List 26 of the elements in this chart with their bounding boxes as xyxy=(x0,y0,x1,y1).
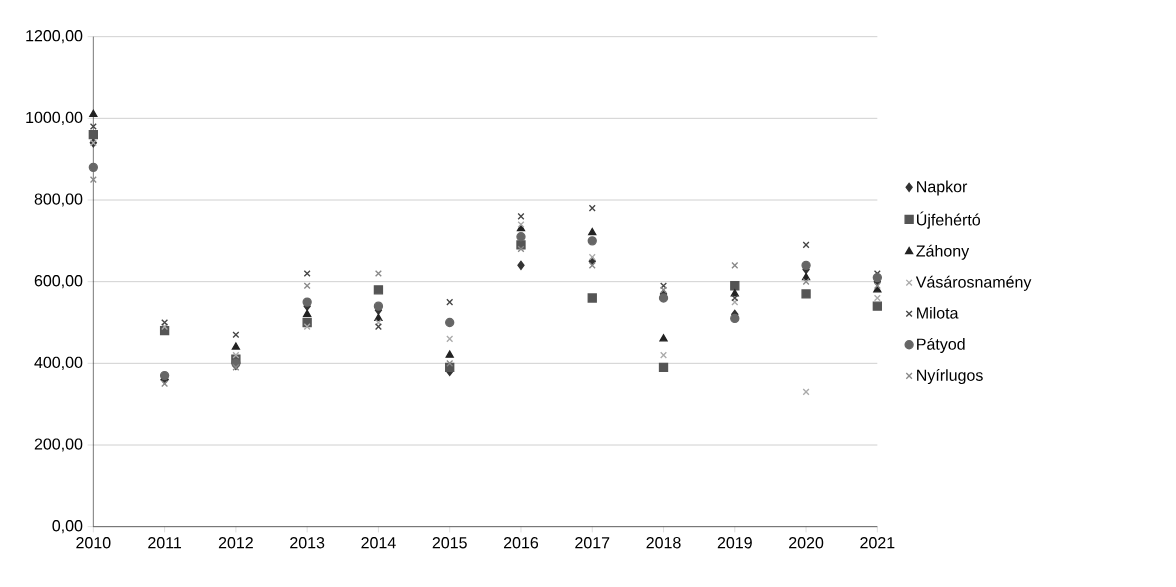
y-tick-label: 1000,00 xyxy=(26,111,83,126)
y-tick-label: 600,00 xyxy=(34,275,83,289)
x-tick-label: 2011 xyxy=(148,537,182,549)
y-tick-label: 0,00 xyxy=(52,520,83,534)
x-tick-label: 2012 xyxy=(218,537,253,549)
legend-label: Nyírlugos xyxy=(917,369,983,385)
legend-label: Napkor xyxy=(917,180,968,196)
y-tick-label: 200,00 xyxy=(34,438,83,452)
x-tick-label: 2010 xyxy=(76,537,111,549)
legend-label: Vásárosnamény xyxy=(915,275,1032,292)
legend-label: Újfehértó xyxy=(917,211,981,229)
legend-label: Záhony xyxy=(916,244,970,260)
x-tick-label: 2019 xyxy=(717,537,752,549)
x-tick-label: 2017 xyxy=(575,537,610,549)
legend-label: Milota xyxy=(917,307,959,319)
x-tick-label: 2020 xyxy=(789,537,824,549)
x-tick-label: 2018 xyxy=(646,537,681,549)
x-tick-label: 2014 xyxy=(361,537,396,549)
x-tick-label: 2015 xyxy=(432,537,467,549)
y-tick-label: 400,00 xyxy=(34,356,83,371)
x-tick-label: 2016 xyxy=(503,537,539,549)
x-tick-label: 2013 xyxy=(290,537,325,549)
x-tick-label: 2021 xyxy=(860,537,895,549)
y-tick-label: 1200,00 xyxy=(26,30,83,44)
y-tick-label: 800,00 xyxy=(34,193,83,207)
legend-label: Pátyod xyxy=(917,338,965,354)
